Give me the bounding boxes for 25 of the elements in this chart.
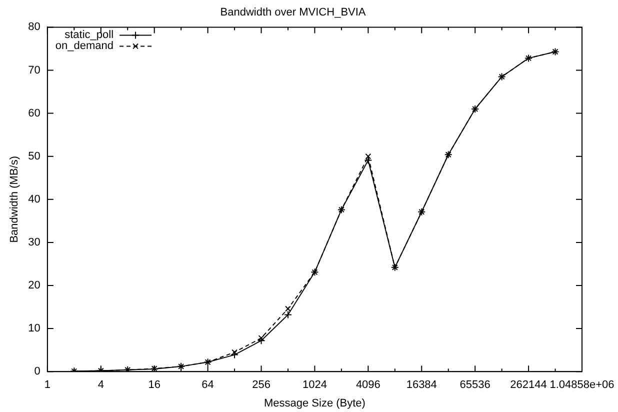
- x-tick-label: 1.04858e+06: [550, 379, 614, 392]
- y-tick-label: 30: [28, 236, 40, 248]
- y-tick-label: 70: [28, 64, 40, 76]
- y-tick-label: 50: [28, 150, 40, 162]
- y-tick-label: 40: [28, 193, 40, 206]
- x-tick-label: 4: [98, 379, 104, 392]
- x-tick-label: 1: [44, 379, 50, 392]
- x-tick-label: 64: [202, 379, 214, 392]
- x-tick-label: 256: [252, 379, 270, 392]
- y-axis-title: Bandwidth (MB/s): [8, 156, 21, 243]
- chart-title: Bandwidth over MVICH_BVIA: [220, 6, 366, 19]
- y-tick-label: 0: [34, 366, 40, 378]
- legend-label: static_poll: [64, 29, 114, 42]
- x-tick-label: 65536: [460, 379, 490, 392]
- y-tick-label: 20: [28, 280, 40, 292]
- y-tick-label: 80: [28, 21, 40, 34]
- x-tick-label: 16: [148, 379, 160, 392]
- x-tick-label: 262144: [510, 379, 547, 392]
- x-axis-title: Message Size (Byte): [264, 397, 366, 410]
- x-tick-label: 16384: [406, 379, 437, 392]
- y-tick-label: 60: [28, 107, 40, 120]
- x-tick-label: 1024: [302, 379, 327, 392]
- y-tick-label: 10: [28, 322, 40, 335]
- x-tick-label: 4096: [356, 379, 380, 392]
- legend-label: on_demand: [55, 40, 114, 52]
